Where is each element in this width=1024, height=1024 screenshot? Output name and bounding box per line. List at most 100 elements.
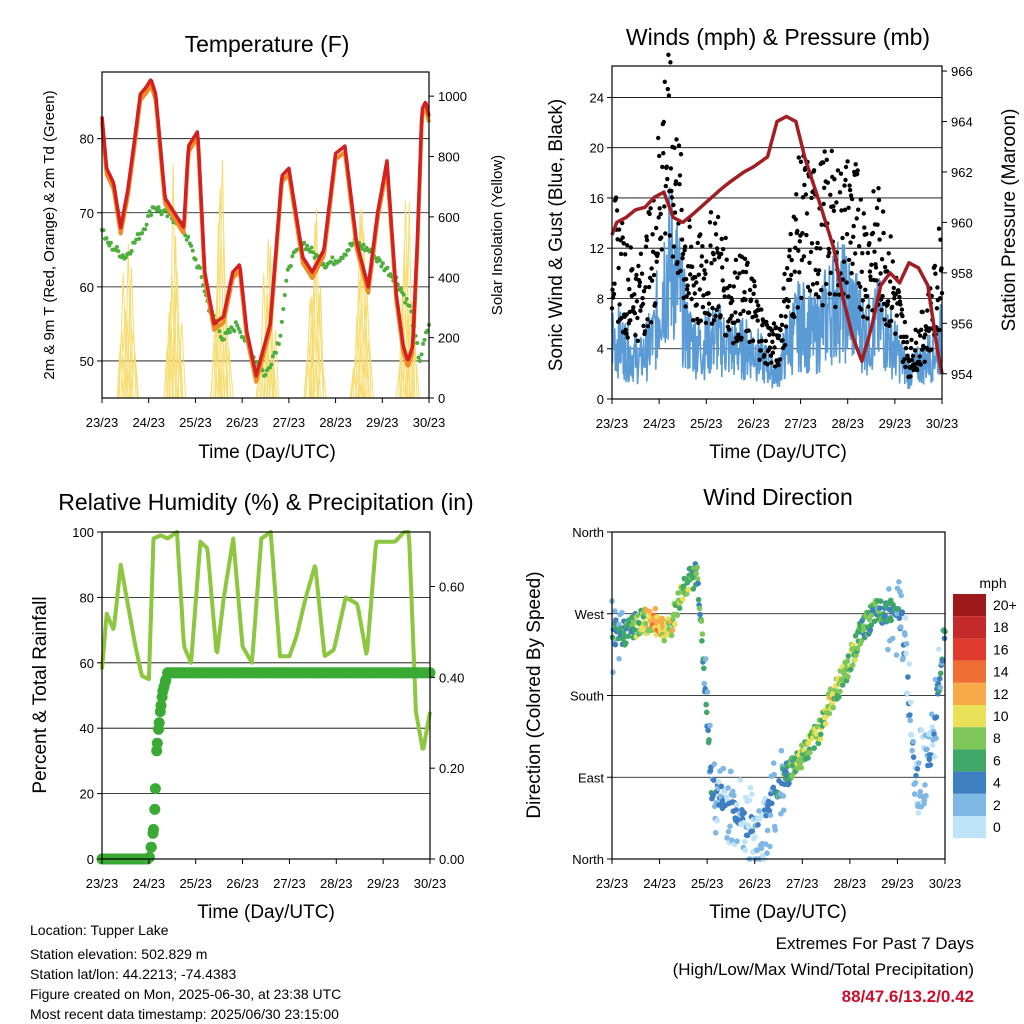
wind-gust-point (735, 318, 741, 323)
wind-gust-point (732, 270, 738, 275)
temperature-x-ticks: 23/23 24/23 25/23 26/23 27/23 28/23 29/23 30/23 (86, 398, 445, 430)
wind-direction-point (807, 749, 813, 756)
dewpoint-point (302, 240, 307, 245)
wind-gust-point (816, 294, 821, 300)
wind-gust-point (699, 263, 704, 268)
wind-direction-point (937, 670, 944, 677)
wind-gust-point (711, 318, 717, 323)
wind-direction-point (734, 838, 740, 844)
wind-direction-point (764, 827, 771, 834)
temperature-y-label: 2m & 9m T (Red, Orange) & 2m Td (Green) (41, 90, 58, 379)
wind-gust-point (909, 337, 914, 343)
wind-gust-point (727, 283, 732, 289)
wind-gust-point (899, 307, 905, 312)
y-tick-label: North (572, 852, 604, 867)
dewpoint-point (416, 355, 421, 360)
wind-gust-point (685, 283, 690, 288)
wind-gust-point (684, 294, 689, 299)
wind-direction-point (763, 812, 769, 819)
dewpoint-point (135, 232, 140, 237)
wind-direction-point (910, 754, 917, 760)
solar-insolation-trace (364, 338, 374, 399)
solar-insolation-trace (316, 356, 327, 399)
wind-direction-point (786, 780, 792, 787)
extremes-subtitle: (High/Low/Max Wind/Total Precipitation) (672, 960, 974, 979)
wind-direction-point (751, 834, 758, 840)
solar-insolation-trace (116, 344, 124, 399)
wind-gust-point (888, 279, 893, 284)
wind-gust-point (814, 281, 820, 286)
wind-gust-point (746, 328, 751, 333)
wind-gust-point (654, 259, 659, 264)
wind-gust-point (860, 298, 865, 303)
wind-gust-point (846, 257, 852, 263)
dewpoint-point (401, 292, 406, 297)
wind-gust-point (851, 223, 856, 229)
dewpoint-point (278, 333, 283, 338)
wind-direction-point (811, 745, 817, 751)
wind-direction-point (741, 819, 747, 826)
wind-gust-point (785, 266, 790, 271)
dewpoint-point (241, 335, 246, 340)
wind-gust-point (666, 52, 671, 57)
solar-insolation-trace (410, 352, 420, 399)
wind-gust-point (674, 137, 679, 142)
wind-gust-point (634, 272, 639, 278)
wind-gust-point (856, 281, 861, 286)
wind-gust-point (933, 271, 938, 276)
wind-gust-point (858, 284, 863, 289)
wind-direction-point (868, 612, 875, 618)
wind-gust-point (882, 264, 888, 270)
wind-gust-point (842, 183, 847, 188)
wind-direction-point (936, 646, 942, 652)
wind-gust-point (847, 183, 852, 188)
wind-direction-point (746, 797, 753, 804)
wind-gust-point (903, 346, 909, 351)
wind-gust-point (679, 207, 684, 213)
wind-gust-point (832, 177, 837, 182)
wind-gust-point (651, 272, 657, 278)
wind-gust-point (776, 362, 781, 368)
y-tick-label: 100 (72, 525, 94, 540)
wind-gust-point (797, 270, 802, 275)
x-tick-label: 23/23 (86, 876, 119, 891)
wind-gust-point (819, 222, 824, 227)
wind-gust-point (709, 321, 715, 326)
wind-direction-point (852, 657, 858, 663)
y-right-tick-label: 956 (951, 316, 973, 331)
wind-gust-point (827, 291, 832, 296)
wind-gust-point (845, 159, 850, 164)
wind-gust-point (867, 269, 873, 274)
wind-gust-point (638, 308, 643, 313)
wind-gust-point (853, 251, 858, 256)
wind-gust-point (621, 241, 626, 246)
wind-direction-point (921, 797, 928, 804)
wind-direction-point (703, 701, 709, 708)
dewpoint-point (116, 249, 121, 254)
precipitation-point (145, 841, 157, 853)
wind-gust-point (904, 340, 910, 345)
wind-gust-point (663, 183, 668, 189)
wind-gust-point (824, 281, 829, 287)
wind-gust-point (716, 304, 721, 309)
wind-gust-point (934, 306, 940, 311)
wind-gust-point (767, 345, 773, 350)
wind-gust-point (676, 143, 682, 148)
wind-gust-point (665, 176, 670, 182)
wind-gust-point (703, 271, 708, 276)
wind-gust-point (826, 246, 831, 252)
wind-gust-point (864, 231, 869, 237)
wind-gust-point (890, 304, 895, 310)
humidity-x-ticks: 23/23 24/23 25/23 26/23 27/23 28/23 29/23 30/23 (86, 859, 446, 891)
y-right-tick-label: 958 (951, 266, 973, 281)
wind-direction-point (728, 768, 734, 775)
wind-gust-point (707, 312, 712, 317)
wind-direction-point (937, 675, 943, 682)
precipitation-point (143, 851, 155, 863)
wind-gust-point (777, 357, 783, 362)
wind-direction-point (694, 576, 701, 582)
wind-direction-point (915, 810, 922, 816)
solar-insolation-trace (271, 330, 280, 399)
wind-gust-point (689, 244, 694, 249)
wind-direction-point (898, 624, 904, 630)
